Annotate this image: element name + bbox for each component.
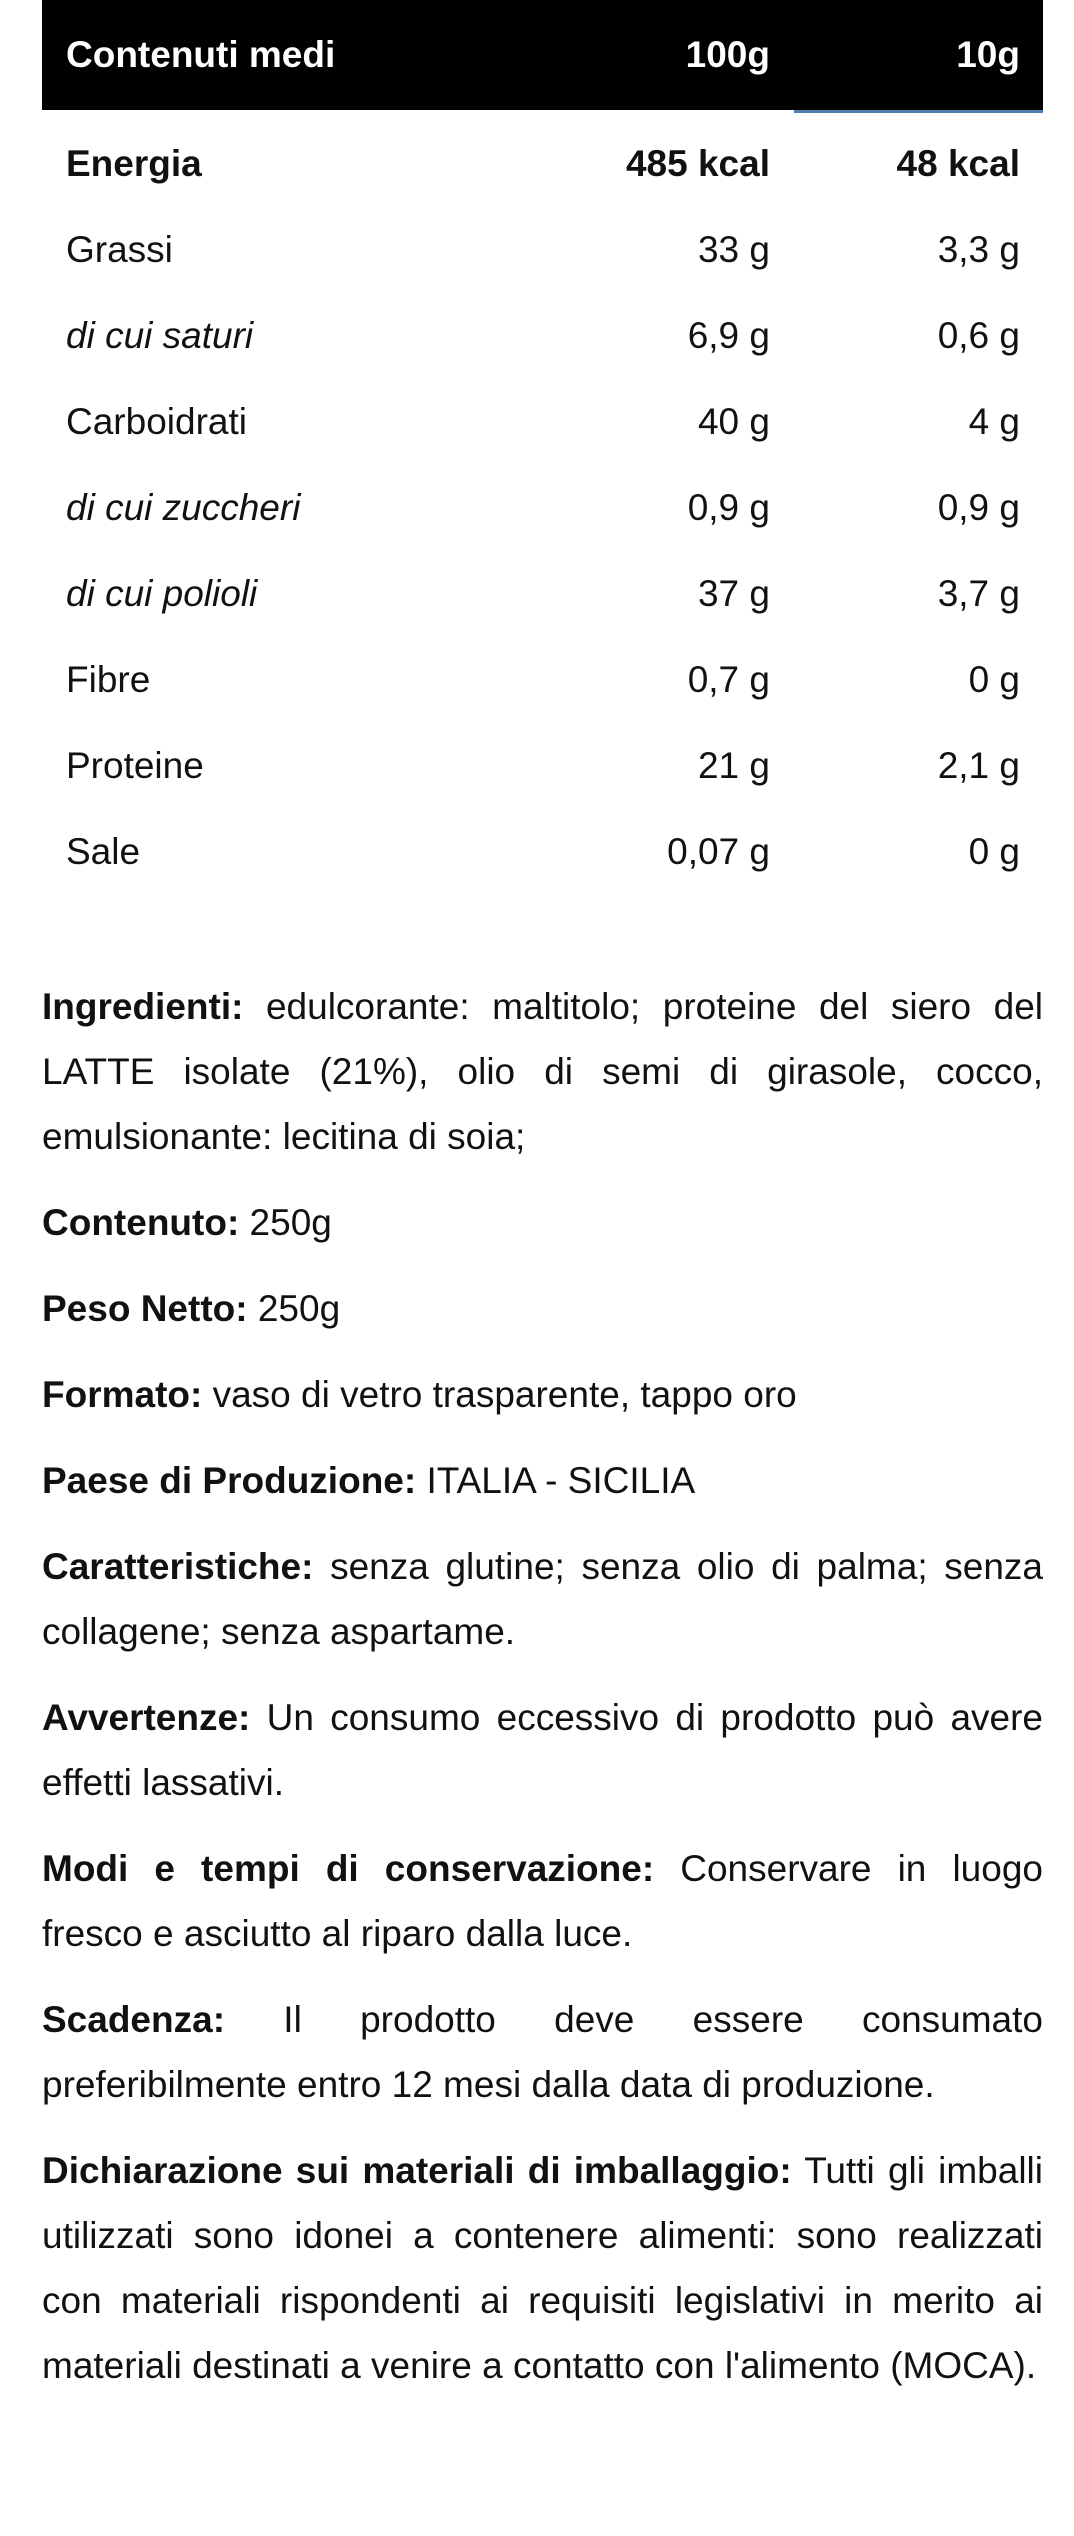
value-10g: 0 g [968,831,1020,872]
value-100g: 0,9 g [687,487,770,528]
nutrition-table: Contenuti medi 100g 10g Energia 485 kcal 4… [42,0,1043,895]
value-10g: 4 g [968,401,1020,442]
nutrient-label: di cui zuccheri [66,487,301,528]
header-100g: 100g [685,34,770,75]
info-paragraph: Formato: vaso di vetro trasparente, tapp… [42,1362,1043,1427]
value-10g: 3,7 g [937,573,1020,614]
nutrient-label: Fibre [66,659,151,700]
info-text: Un consumo eccessivo di prodotto può ave… [42,1697,1043,1803]
info-text: ITALIA - SICILIA [416,1460,696,1501]
info-text: 250g [239,1202,332,1243]
table-row: Carboidrati 40 g 4 g [42,379,1043,465]
info-text: edulcorante: maltitolo; proteine del sie… [42,986,1043,1157]
nutrient-label: Carboidrati [66,401,247,442]
table-header: Contenuti medi 100g 10g [42,0,1043,113]
info-label: Formato: [42,1374,203,1415]
value-100g: 485 kcal [625,143,770,184]
value-100g: 40 g [697,401,770,442]
nutrient-label: Energia [66,143,202,184]
info-text: senza glutine; senza olio di palma; senz… [42,1546,1043,1652]
info-label: Ingredienti: [42,986,244,1027]
info-paragraph: Peso Netto: 250g [42,1276,1043,1341]
value-100g: 6,9 g [687,315,770,356]
value-10g: 3,3 g [937,229,1020,270]
info-text: vaso di vetro trasparente, tappo oro [202,1374,797,1415]
info-label: Avvertenze: [42,1697,251,1738]
table-row: Energia 485 kcal 48 kcal [42,121,1043,207]
nutrient-label: di cui polioli [66,573,258,614]
table-row: Fibre 0,7 g 0 g [42,637,1043,723]
table-row: di cui zuccheri 0,9 g 0,9 g [42,465,1043,551]
table-row: di cui saturi 6,9 g 0,6 g [42,293,1043,379]
info-paragraph: Caratteristiche: senza glutine; senza ol… [42,1534,1043,1664]
info-paragraph: Scadenza: Il prodotto deve essere consum… [42,1987,1043,2117]
info-label: Contenuto: [42,1202,240,1243]
value-100g: 0,07 g [667,831,770,872]
column-underline [794,110,1043,113]
info-text: Tutti gli imballi utilizzati sono idonei… [42,2150,1043,2386]
info-paragraph: Dichiarazione sui materiali di imballagg… [42,2138,1043,2398]
info-label: Dichiarazione sui materiali di imballagg… [42,2150,792,2191]
info-paragraph: Contenuto: 250g [42,1190,1043,1255]
nutrient-label: Grassi [66,229,173,270]
nutrient-label: Proteine [66,745,204,786]
value-10g: 2,1 g [937,745,1020,786]
info-label: Peso Netto: [42,1288,248,1329]
info-paragraph: Modi e tempi di conservazione: Conservar… [42,1836,1043,1966]
table-row: Proteine 21 g 2,1 g [42,723,1043,809]
info-text: 250g [247,1288,341,1329]
product-info: Ingredienti: edulcorante: maltitolo; pro… [42,974,1043,2419]
nutrient-label: Sale [66,831,141,872]
value-10g: 0 g [968,659,1020,700]
value-100g: 37 g [697,573,770,614]
value-100g: 33 g [697,229,770,270]
header-contenuti-medi: Contenuti medi [66,34,336,75]
value-100g: 0,7 g [687,659,770,700]
table-row: di cui polioli 37 g 3,7 g [42,551,1043,637]
info-label: Caratteristiche: [42,1546,314,1587]
info-paragraph: Ingredienti: edulcorante: maltitolo; pro… [42,974,1043,1169]
info-text: Conservare in luogo fresco e asciutto al… [42,1848,1043,1954]
value-10g: 0,6 g [937,315,1020,356]
table-row: Sale 0,07 g 0 g [42,809,1043,895]
table-body: Energia 485 kcal 48 kcal Grassi 33 g 3,3 g di … [42,110,1043,895]
nutrient-label: di cui saturi [66,315,254,356]
value-100g: 21 g [697,745,770,786]
header-10g: 10g [956,34,1020,75]
value-10g: 48 kcal [896,143,1020,184]
table-row: Grassi 33 g 3,3 g [42,207,1043,293]
info-label: Scadenza: [42,1999,226,2040]
info-label: Paese di Produzione: [42,1460,417,1501]
info-paragraph: Avvertenze: Un consumo eccessivo di prod… [42,1685,1043,1815]
info-label: Modi e tempi di conservazione: [42,1848,655,1889]
value-10g: 0,9 g [937,487,1020,528]
info-paragraph: Paese di Produzione: ITALIA - SICILIA [42,1448,1043,1513]
info-text: Il prodotto deve essere consumato prefer… [42,1999,1043,2105]
